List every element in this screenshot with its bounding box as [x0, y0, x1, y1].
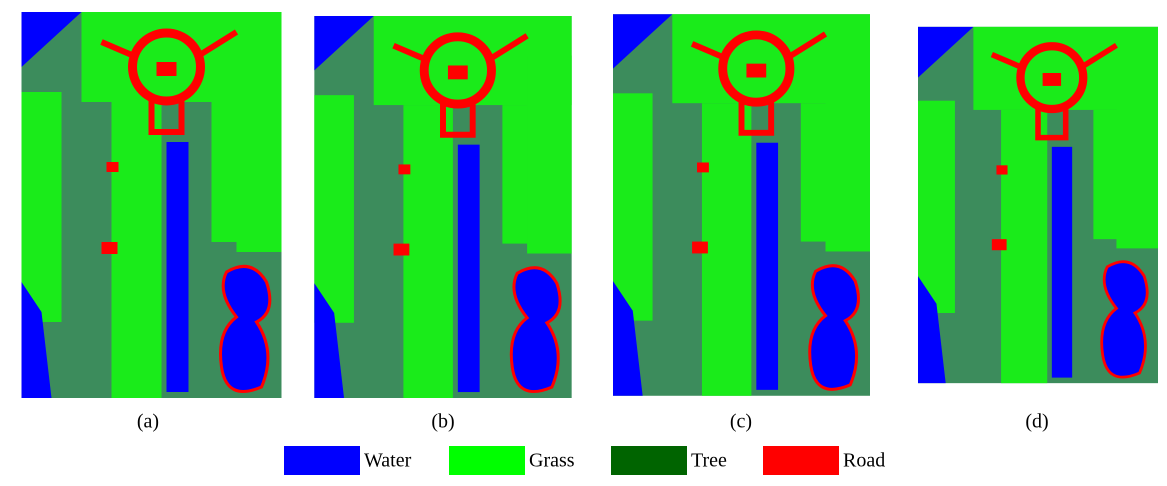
- map-d: [918, 27, 1158, 383]
- legend: Water Grass Tree Road: [284, 446, 885, 475]
- legend-label: Grass: [529, 450, 575, 472]
- panel-label: (a): [137, 411, 159, 433]
- map-a: [22, 12, 282, 398]
- legend-label: Tree: [691, 450, 727, 472]
- panel-label: (c): [730, 411, 752, 433]
- legend-swatch: [449, 446, 525, 475]
- map-b: [314, 16, 571, 398]
- panel-label: (d): [1025, 411, 1048, 433]
- map-c: [613, 14, 870, 396]
- legend-label: Water: [364, 450, 412, 472]
- legend-swatch: [284, 446, 360, 475]
- legend-swatch: [763, 446, 839, 475]
- legend-swatch: [611, 446, 687, 475]
- panel-label: (b): [431, 411, 454, 433]
- legend-label: Road: [843, 450, 885, 472]
